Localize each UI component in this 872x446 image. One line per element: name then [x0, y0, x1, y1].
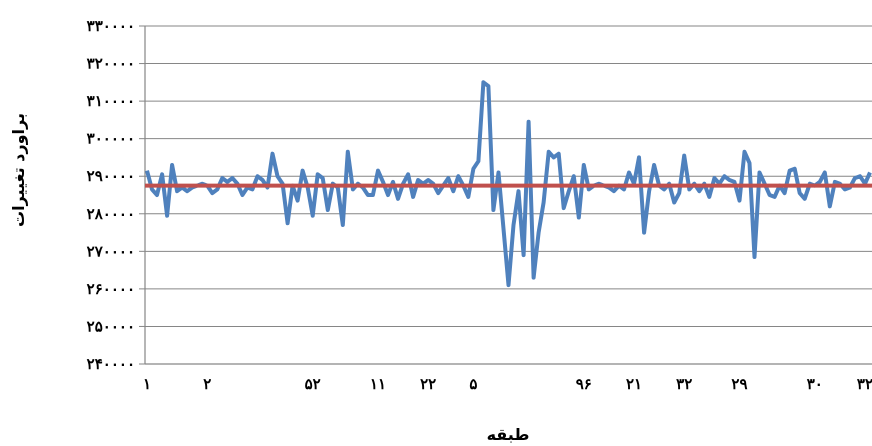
x-tick-label: ۹۶: [576, 375, 592, 393]
x-tick-label: ۵۲: [305, 375, 321, 393]
series-group: [145, 80, 872, 288]
x-tick-labels: ۱ ۲ ۵۲ ۱۱ ۲۲ ۵ ۹۶ ۲۱ ۳۲ ۲۹ ۳۰ ۳۲: [143, 375, 872, 393]
axes: [144, 26, 872, 365]
gridlines: [145, 25, 872, 327]
x-tick-label: ۳۲: [857, 375, 872, 393]
y-tick-label: ۲۴۰۰۰۰: [87, 355, 135, 373]
y-tick-label: ۲۷۰۰۰۰: [87, 242, 135, 260]
y-tick-label: ۲۵۰۰۰۰: [87, 317, 135, 335]
y-tick-label: ۳۳۰۰۰۰: [87, 17, 135, 35]
x-tick-label: ۲۲: [420, 375, 436, 393]
y-tick-labels: ۲۴۰۰۰۰ ۲۵۰۰۰۰ ۲۶۰۰۰۰ ۲۷۰۰۰۰ ۲۸۰۰۰۰ ۲۹۰۰۰۰ ۳۰۰۰…: [87, 17, 145, 373]
y-tick-label: ۳۱۰۰۰۰: [87, 92, 135, 110]
x-tick-label: ۲۱: [626, 375, 642, 393]
x-tick-label: ۲: [203, 375, 211, 393]
x-tick-label: ۵: [469, 375, 477, 393]
y-tick-label: ۲۸۰۰۰۰: [87, 205, 135, 223]
y-tick-label: ۲۹۰۰۰۰: [87, 167, 135, 185]
x-tick-label: ۱: [143, 375, 151, 393]
y-tick-label: ۲۶۰۰۰۰: [87, 280, 135, 298]
x-tick-label: ۳۰: [807, 375, 823, 393]
x-tick-label: ۱۱: [370, 375, 386, 393]
y-tick-label: ۳۰۰۰۰۰: [87, 130, 135, 148]
y-tick-label: ۳۲۰۰۰۰: [87, 55, 135, 73]
x-tick-label: ۲۹: [731, 375, 747, 393]
x-axis-title: طبقه: [487, 425, 530, 444]
y-axis-title: براورد تغییرات: [9, 113, 28, 227]
x-tick-label: ۳۲: [676, 375, 692, 393]
